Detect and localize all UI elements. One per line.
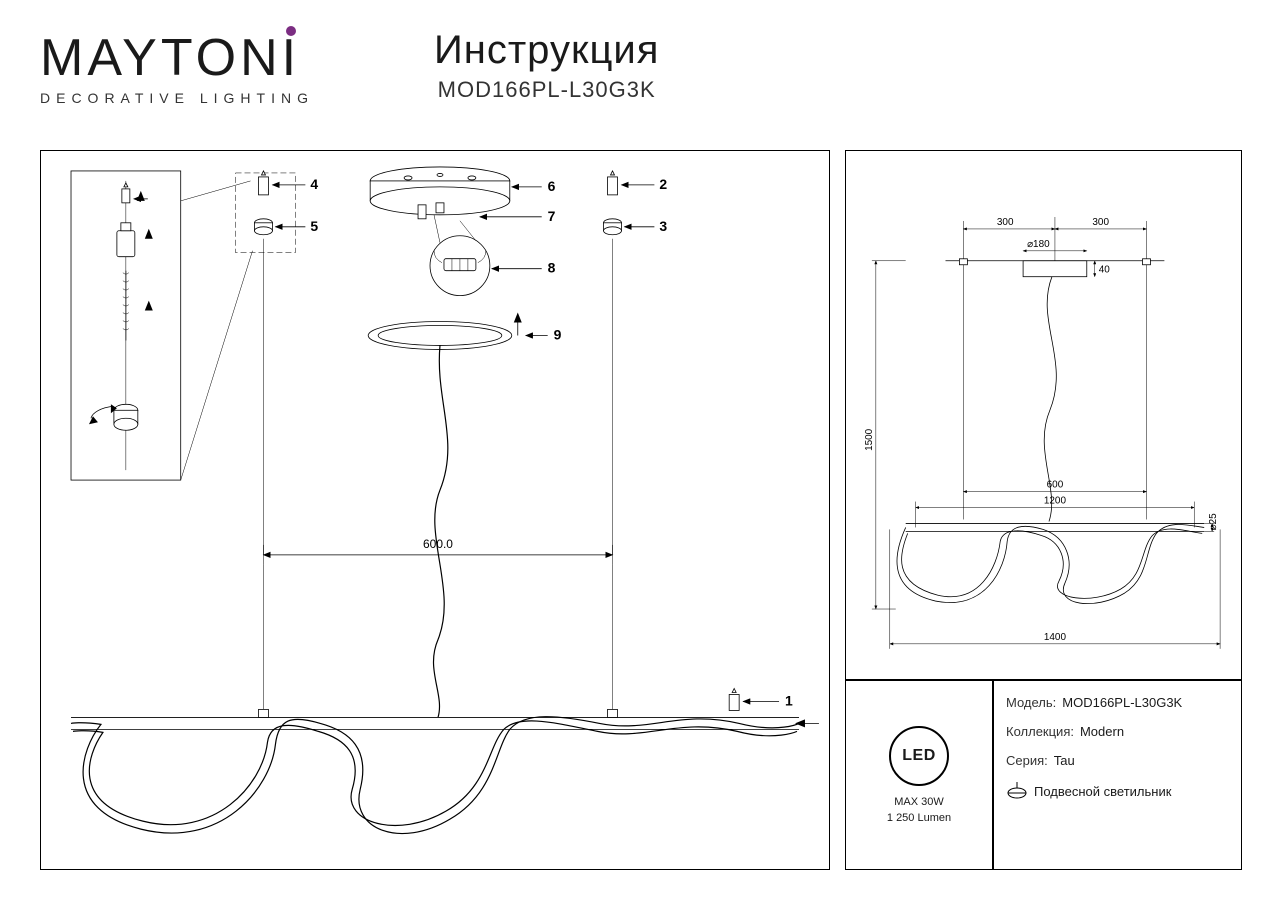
dim-canopy-dia: ⌀180: [1027, 239, 1050, 250]
led-spec-frame: LED MAX 30W 1 250 Lumen: [845, 680, 993, 870]
doc-title: Инструкция: [434, 28, 659, 73]
callout-8: 8: [548, 260, 556, 276]
product-info-frame: Модель: MOD166PL-L30G3K Коллекция: Moder…: [993, 680, 1242, 870]
dim-300-right: 300: [1092, 217, 1109, 228]
dim-rod-span: 600: [1047, 480, 1064, 491]
led-max: MAX 30W: [894, 796, 944, 808]
dimensions-diagram-frame: ⌀180 40 300 300 600 1200 ⌀25 1400 1500: [845, 150, 1242, 680]
dim-overall-w: 1400: [1044, 632, 1067, 643]
led-badge: LED: [889, 726, 949, 786]
callout-5: 5: [310, 218, 318, 234]
doc-title-block: Инструкция MOD166PL-L30G3K: [434, 28, 659, 103]
info-series-label: Серия:: [1006, 753, 1048, 768]
pendant-icon: [1006, 782, 1028, 800]
brand-logo: MAYTONI DECORATIVE LIGHTING: [40, 28, 314, 106]
assembly-diagram: 4 5 6 7 8 9 2 3 600.0: [41, 151, 829, 869]
assembly-diagram-frame: 4 5 6 7 8 9 2 3 600.0: [40, 150, 830, 870]
dim-drop: 1500: [864, 428, 875, 451]
led-lumen: 1 250 Lumen: [887, 812, 951, 824]
callout-1: 1: [785, 692, 793, 708]
dim-tube-dia: ⌀25: [1208, 513, 1219, 531]
info-collection-label: Коллекция:: [1006, 724, 1074, 739]
dim-canopy-h: 40: [1099, 265, 1111, 276]
info-model-label: Модель:: [1006, 695, 1056, 710]
callout-6: 6: [548, 178, 556, 194]
brand-wordmark: MAYTONI: [40, 28, 314, 88]
info-type: Подвесной светильник: [1034, 784, 1171, 799]
info-model-value: MOD166PL-L30G3K: [1062, 695, 1182, 710]
dim-300-left: 300: [997, 217, 1014, 228]
info-series-value: Tau: [1054, 753, 1075, 768]
callout-3: 3: [659, 218, 667, 234]
dimensions-diagram: ⌀180 40 300 300 600 1200 ⌀25 1400 1500: [846, 151, 1241, 679]
header: MAYTONI DECORATIVE LIGHTING Инструкция M…: [40, 28, 1240, 123]
doc-model: MOD166PL-L30G3K: [434, 77, 659, 103]
brand-tagline: DECORATIVE LIGHTING: [40, 90, 314, 106]
dim-bar-len: 1200: [1044, 496, 1067, 507]
callout-9: 9: [554, 326, 562, 342]
callout-7: 7: [548, 208, 556, 224]
span-dimension: 600.0: [423, 537, 453, 551]
callout-4: 4: [310, 176, 318, 192]
callout-2: 2: [659, 176, 667, 192]
info-collection-value: Modern: [1080, 724, 1124, 739]
